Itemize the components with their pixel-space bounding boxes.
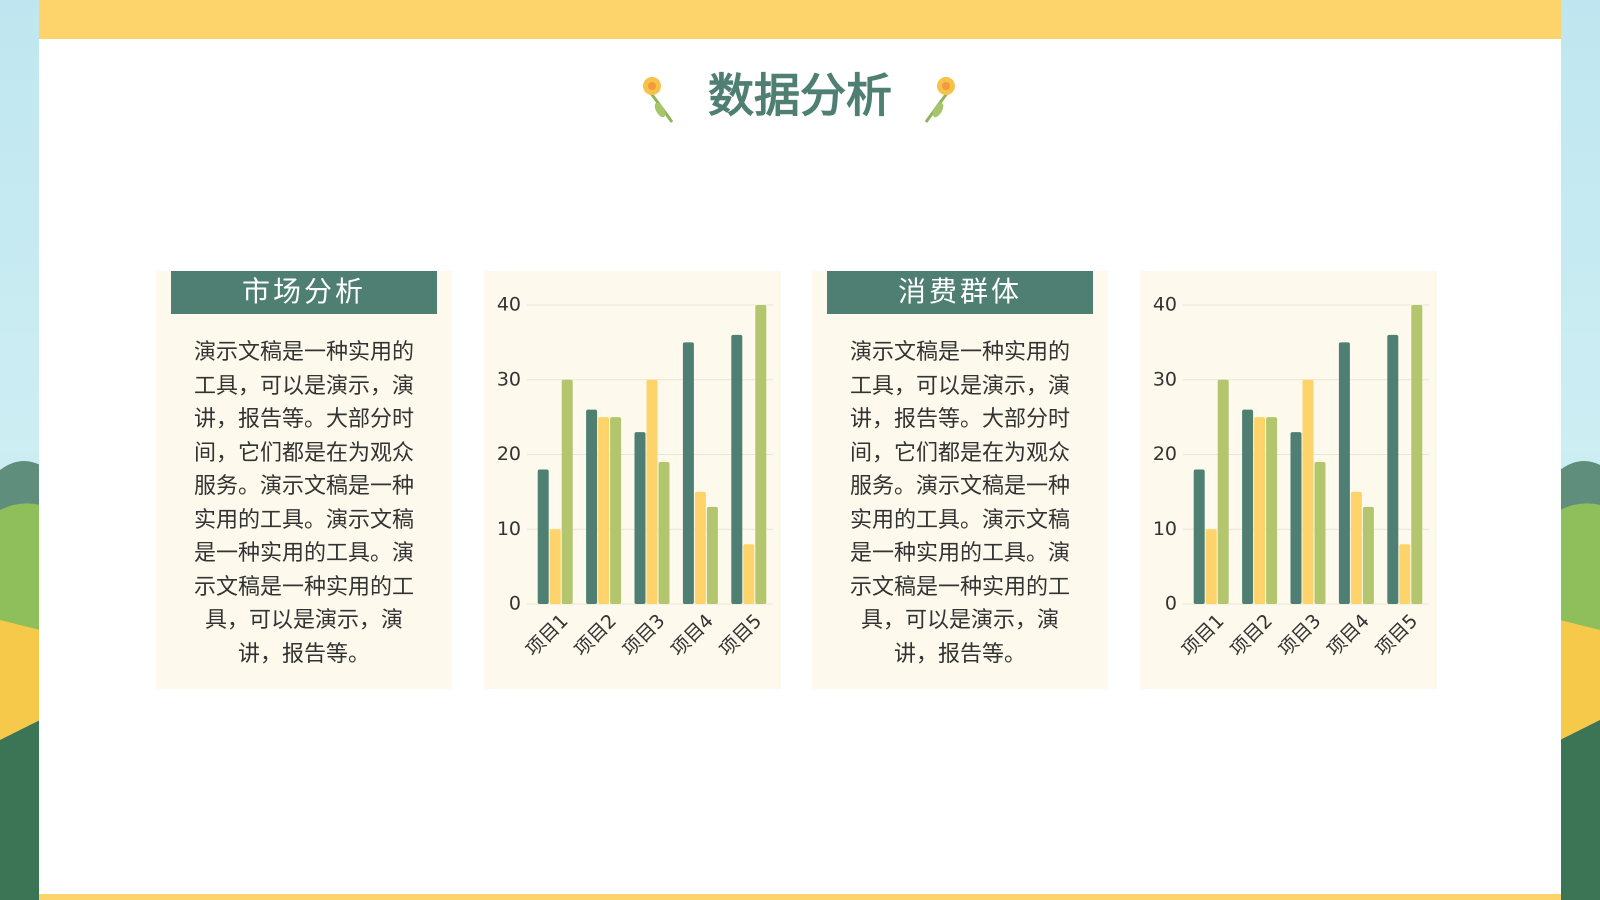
bar bbox=[1266, 417, 1278, 604]
bar bbox=[1242, 409, 1254, 604]
bar bbox=[1205, 529, 1217, 604]
bar bbox=[1314, 461, 1326, 604]
y-tick-label: 30 bbox=[497, 368, 521, 390]
bar bbox=[1290, 432, 1302, 604]
y-tick-label: 40 bbox=[1153, 294, 1177, 316]
bar bbox=[1193, 469, 1205, 604]
bar bbox=[706, 506, 718, 604]
leaves bbox=[0, 720, 40, 900]
bar bbox=[1338, 342, 1350, 604]
bar bbox=[586, 409, 598, 604]
bar bbox=[1254, 417, 1266, 604]
bar bbox=[1302, 379, 1314, 604]
panel-heading: 市场分析 bbox=[242, 275, 366, 308]
y-tick-label: 0 bbox=[1165, 593, 1177, 615]
bar bbox=[610, 417, 622, 604]
bar bbox=[682, 342, 694, 604]
slide-title: 数据分析 bbox=[708, 69, 892, 123]
flower-icon bbox=[643, 77, 674, 123]
bar bbox=[743, 544, 755, 604]
bottom-bar bbox=[39, 894, 1561, 900]
y-tick-label: 10 bbox=[497, 518, 521, 540]
panel-body: 演示文稿是一种实用的工具，可以是演示，演讲，报告等。大部分时间，它们都是在为观众… bbox=[193, 340, 414, 667]
bar bbox=[1217, 379, 1229, 604]
y-tick-label: 30 bbox=[1153, 368, 1177, 390]
bar bbox=[1350, 491, 1362, 604]
panel-body: 演示文稿是一种实用的工具，可以是演示，演讲，报告等。大部分时间，它们都是在为观众… bbox=[849, 340, 1070, 667]
bar bbox=[1399, 544, 1411, 604]
panel-heading: 消费群体 bbox=[898, 275, 1022, 308]
bar bbox=[634, 432, 646, 604]
bar bbox=[731, 334, 743, 604]
panel-header bbox=[827, 271, 1093, 314]
y-tick-label: 0 bbox=[509, 593, 521, 615]
flower-icon bbox=[924, 77, 955, 123]
text-panel bbox=[812, 271, 1108, 689]
bar bbox=[1411, 305, 1423, 604]
bar bbox=[755, 305, 767, 604]
y-tick-label: 20 bbox=[497, 443, 521, 465]
bar bbox=[561, 379, 573, 604]
bar bbox=[537, 469, 549, 604]
bar bbox=[1362, 506, 1374, 604]
text-panel bbox=[156, 271, 452, 689]
y-tick-label: 20 bbox=[1153, 443, 1177, 465]
panel-header bbox=[171, 271, 437, 314]
leaves bbox=[1560, 720, 1600, 900]
y-tick-label: 10 bbox=[1153, 518, 1177, 540]
top-bar bbox=[39, 0, 1561, 39]
bar bbox=[646, 379, 658, 604]
bar bbox=[549, 529, 561, 604]
bar bbox=[1387, 334, 1399, 604]
bar bbox=[658, 461, 670, 604]
bar bbox=[694, 491, 706, 604]
bar bbox=[598, 417, 610, 604]
y-tick-label: 40 bbox=[497, 294, 521, 316]
